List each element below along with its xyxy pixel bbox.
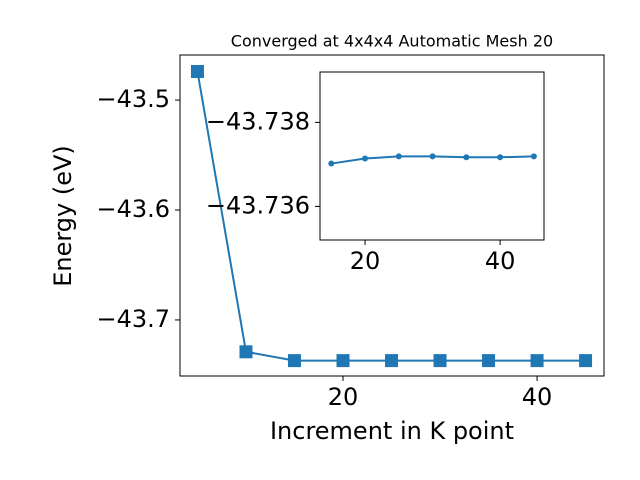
marker [497,154,504,161]
y-tick-label: −43.7 [96,305,170,333]
x-tick-label: 20 [350,247,381,275]
y-tick-label: −43.736 [206,191,310,219]
marker [328,160,335,167]
marker [287,354,301,368]
marker [530,153,537,160]
marker [190,64,204,78]
marker [433,354,447,368]
marker [530,354,544,368]
y-tick-label: −43.6 [96,195,170,223]
x-axis-label: Increment in K point [270,417,514,445]
y-tick-label: −43.5 [96,85,170,113]
chart-title: Converged at 4x4x4 Automatic Mesh 20 [231,32,553,51]
marker [482,354,496,368]
x-tick-label: 40 [522,383,553,411]
marker [463,154,470,161]
y-tick-label: −43.738 [206,107,310,135]
marker [239,345,253,359]
y-axis-label: Energy (eV) [49,145,77,287]
marker [395,153,402,160]
marker [429,153,436,160]
marker [385,354,399,368]
x-tick-label: 20 [328,383,359,411]
marker [579,354,593,368]
marker [362,155,369,162]
marker [336,354,350,368]
x-tick-label: 40 [485,247,516,275]
